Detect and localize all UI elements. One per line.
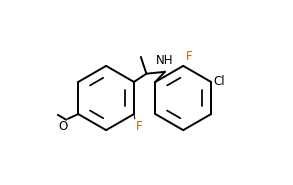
Text: F: F <box>186 50 193 63</box>
Text: Cl: Cl <box>213 75 225 88</box>
Text: O: O <box>58 120 67 133</box>
Text: F: F <box>136 120 142 133</box>
Text: NH: NH <box>156 54 173 67</box>
